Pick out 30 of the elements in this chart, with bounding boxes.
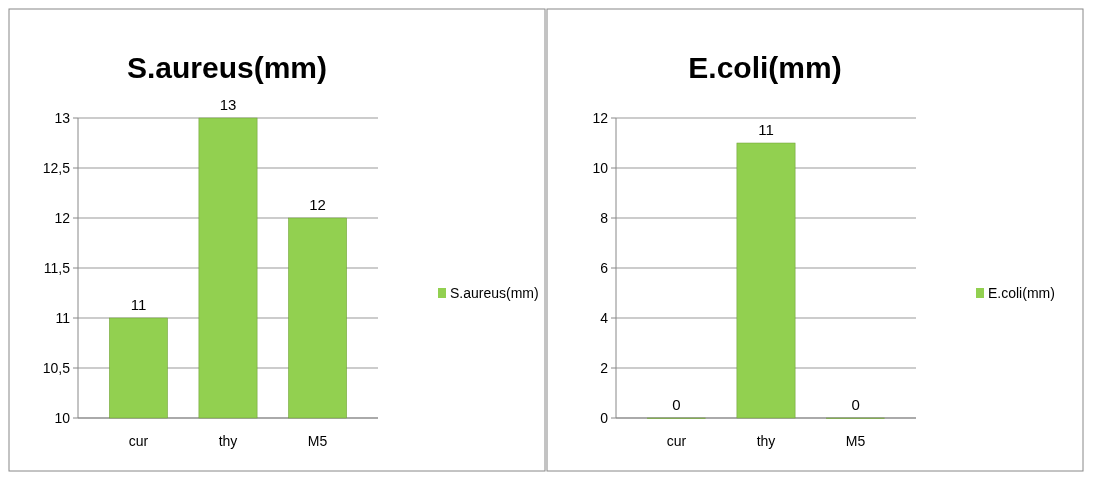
chart-title: S.aureus(mm) [126,51,328,84]
data-label: 12 [309,196,326,213]
data-label: 13 [219,96,237,113]
y-tick-label: 8 [600,209,609,226]
data-label: 0 [851,396,860,413]
legend-label: S.aureus(mm) [450,284,539,301]
y-tick-label: 10,5 [42,359,71,376]
legend-label: E.coli(mm) [988,284,1055,301]
x-tick-label: thy [218,433,238,449]
y-tick-label: 10 [54,409,71,426]
y-tick-label: 13 [54,109,71,126]
x-tick-label: M5 [845,433,866,449]
y-tick-label: 11,5 [43,259,71,276]
x-tick-label: M5 [307,433,328,449]
y-tick-label: 12 [54,209,71,226]
data-label: 11 [130,296,147,313]
x-tick-label: cur [666,433,687,449]
y-tick-label: 0 [600,409,609,426]
y-tick-label: 12,5 [42,159,71,176]
x-tick-label: cur [128,433,149,449]
chart-title: E.coli(mm) [688,51,842,84]
data-label: 11 [758,121,774,138]
y-tick-label: 12 [592,109,609,126]
y-tick-label: 11 [55,309,71,326]
y-tick-label: 6 [600,259,609,276]
data-label: 0 [672,396,681,413]
x-tick-label: thy [756,433,776,449]
y-tick-label: 4 [600,309,609,326]
y-tick-label: 10 [592,159,609,176]
y-tick-label: 2 [600,359,609,376]
